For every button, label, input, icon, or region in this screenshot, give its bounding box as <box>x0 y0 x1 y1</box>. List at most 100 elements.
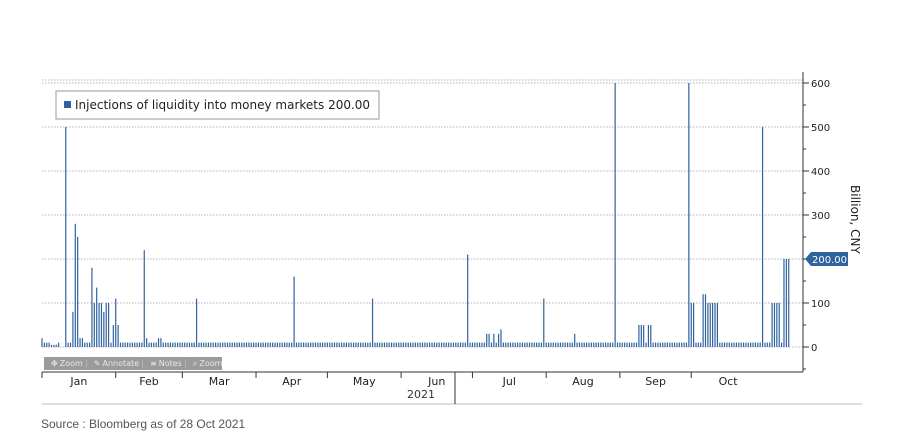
bar <box>783 259 785 347</box>
bar <box>426 342 428 347</box>
bar <box>58 342 60 347</box>
bar <box>709 303 711 347</box>
bar <box>702 294 704 347</box>
y-tick-label: 400 <box>811 167 830 178</box>
bar <box>681 342 683 347</box>
bar <box>243 342 245 347</box>
bar <box>757 342 759 347</box>
bar <box>593 342 595 347</box>
bar <box>43 342 45 347</box>
bar <box>217 342 219 347</box>
bar <box>778 303 780 347</box>
bar <box>583 342 585 347</box>
bar <box>324 342 326 347</box>
bar <box>148 342 150 347</box>
bar <box>707 303 709 347</box>
bar <box>207 342 210 347</box>
bar <box>298 342 300 347</box>
bar <box>167 342 169 347</box>
bar <box>448 342 450 347</box>
bar <box>293 276 295 347</box>
x-tick-label: Oct <box>719 375 739 388</box>
x-tick-label: Jun <box>427 375 445 388</box>
bar <box>160 338 162 347</box>
bar <box>421 342 424 347</box>
bar <box>81 338 84 347</box>
bar <box>576 342 578 347</box>
notes-button[interactable]: ≡ Notes <box>147 359 186 368</box>
bar <box>369 342 371 347</box>
bar <box>141 342 143 347</box>
bar <box>195 298 198 347</box>
bar <box>517 342 519 347</box>
bar <box>467 254 469 347</box>
bar <box>643 325 645 347</box>
bar <box>93 303 95 347</box>
bar <box>383 342 386 347</box>
bar <box>742 342 745 347</box>
bar <box>600 342 602 347</box>
bar <box>721 342 723 347</box>
bar <box>55 344 57 347</box>
annotate-button[interactable]: ✎ Annotate <box>91 359 144 368</box>
grid-lines <box>42 79 803 348</box>
source-note: Source : Bloomberg as of 28 Oct 2021 <box>41 417 246 431</box>
bar <box>536 342 538 347</box>
bar <box>500 329 502 347</box>
bar <box>341 342 343 347</box>
bar <box>350 342 352 347</box>
bar <box>186 342 188 347</box>
bar <box>676 342 678 347</box>
bar <box>215 342 217 347</box>
bar <box>46 342 48 347</box>
bar <box>345 342 347 347</box>
bar <box>685 342 688 347</box>
y-tick-label: 100 <box>811 299 830 310</box>
x-tick-label: Sep <box>645 375 666 388</box>
bar <box>445 342 447 347</box>
bar <box>283 342 286 347</box>
bar <box>555 342 557 347</box>
bar <box>264 342 267 347</box>
bar <box>773 303 776 347</box>
bar <box>645 342 647 347</box>
bar <box>771 303 773 347</box>
bar <box>429 342 431 347</box>
bar <box>98 303 100 347</box>
bar <box>704 294 707 347</box>
bar <box>747 342 749 347</box>
bar <box>333 342 336 347</box>
bar <box>488 333 490 347</box>
bar <box>633 342 635 347</box>
bar <box>84 342 86 347</box>
bar <box>616 342 619 347</box>
bar <box>662 342 664 347</box>
bar <box>712 303 714 347</box>
bar <box>419 342 421 347</box>
bar <box>780 342 783 347</box>
bar <box>138 342 141 347</box>
x-tick-label: Jul <box>502 375 516 388</box>
bar <box>336 342 338 347</box>
bar <box>312 342 314 347</box>
bar <box>129 342 131 347</box>
zoom-button[interactable]: ✥ Zoom <box>48 359 87 368</box>
bar <box>740 342 742 347</box>
bar <box>143 250 145 347</box>
bar <box>388 342 390 347</box>
bar <box>229 342 231 347</box>
bar <box>245 342 248 347</box>
bar <box>538 342 540 347</box>
bar <box>785 259 787 347</box>
zoom-button-label: Zoom <box>59 359 83 368</box>
bar <box>624 342 626 347</box>
bar <box>352 342 355 347</box>
zoom-in-button[interactable]: ⌕ Zoom <box>190 359 226 368</box>
bar <box>136 342 138 347</box>
x-tick-label: Apr <box>282 375 302 388</box>
bar <box>654 342 657 347</box>
bar <box>597 342 600 347</box>
bar <box>776 303 778 347</box>
bar <box>100 303 103 347</box>
annotate-button-label: Annotate <box>102 359 140 368</box>
